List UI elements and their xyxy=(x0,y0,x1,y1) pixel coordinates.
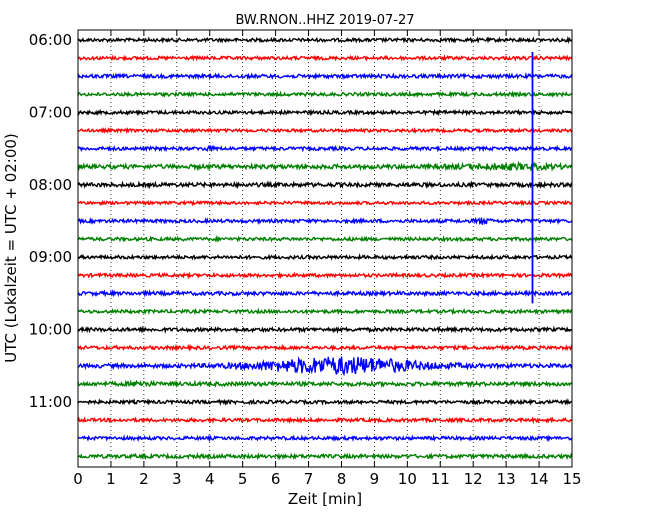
trace-line-8 xyxy=(77,180,573,190)
x-tick-label-13: 13 xyxy=(497,470,516,488)
trace-line-2 xyxy=(77,71,573,81)
trace-line-19 xyxy=(77,379,573,389)
trace-line-9 xyxy=(77,199,573,207)
trace-lines xyxy=(77,35,573,461)
y-tick-label-0: 06:00 xyxy=(29,31,72,49)
plot-frame xyxy=(77,29,573,468)
trace-line-20 xyxy=(77,398,573,407)
grid-lines xyxy=(110,30,540,467)
trace-line-6 xyxy=(77,144,573,153)
x-tick-label-14: 14 xyxy=(530,470,549,488)
x-tick-label-6: 6 xyxy=(271,470,281,488)
trace-line-21 xyxy=(77,416,573,425)
y-axis: 06:00 07:00 08:00 09:00 10:00 11:00 xyxy=(29,31,572,411)
trace-line-17 xyxy=(77,343,573,353)
trace-line-0 xyxy=(77,35,573,45)
y-tick-label-5: 11:00 xyxy=(29,393,72,411)
x-tick-label-7: 7 xyxy=(304,470,314,488)
y-axis-label: UTC (Lokalzeit = UTC + 02:00) xyxy=(2,133,20,363)
trace-line-12 xyxy=(77,252,573,262)
trace-line-11 xyxy=(77,234,573,244)
x-tick-label-1: 1 xyxy=(106,470,116,488)
x-tick-label-15: 15 xyxy=(562,470,581,488)
x-tick-label-10: 10 xyxy=(398,470,417,488)
trace-line-18 xyxy=(77,356,573,377)
x-tick-label-2: 2 xyxy=(139,470,149,488)
x-tick-label-9: 9 xyxy=(370,470,380,488)
trace-line-23 xyxy=(77,451,573,461)
trace-line-1 xyxy=(77,54,573,62)
x-tick-label-8: 8 xyxy=(337,470,347,488)
y-tick-label-4: 10:00 xyxy=(29,321,72,339)
x-tick-label-3: 3 xyxy=(172,470,182,488)
trace-line-7 xyxy=(77,160,573,172)
trace-line-16 xyxy=(77,325,573,335)
trace-line-10 xyxy=(77,216,573,226)
x-tick-label-12: 12 xyxy=(464,470,483,488)
trace-line-3 xyxy=(77,90,573,99)
trace-line-15 xyxy=(77,307,573,316)
trace-line-14 xyxy=(77,289,573,298)
y-tick-label-2: 08:00 xyxy=(29,176,72,194)
trace-line-5 xyxy=(77,126,573,135)
x-tick-label-4: 4 xyxy=(205,470,215,488)
x-tick-label-0: 0 xyxy=(73,470,83,488)
y-tick-label-3: 09:00 xyxy=(29,248,72,266)
x-tick-label-5: 5 xyxy=(238,470,248,488)
x-tick-label-11: 11 xyxy=(431,470,450,488)
trace-line-22 xyxy=(77,434,573,443)
y-tick-label-1: 07:00 xyxy=(29,103,72,121)
chart-title: BW.RNON..HHZ 2019-07-27 xyxy=(235,13,414,28)
x-axis: 0 1 2 3 4 5 6 7 8 9 10 11 12 13 14 15 xyxy=(73,30,582,488)
trace-line-4 xyxy=(77,108,573,117)
x-axis-label: Zeit [min] xyxy=(288,490,362,508)
trace-line-13 xyxy=(77,271,573,280)
